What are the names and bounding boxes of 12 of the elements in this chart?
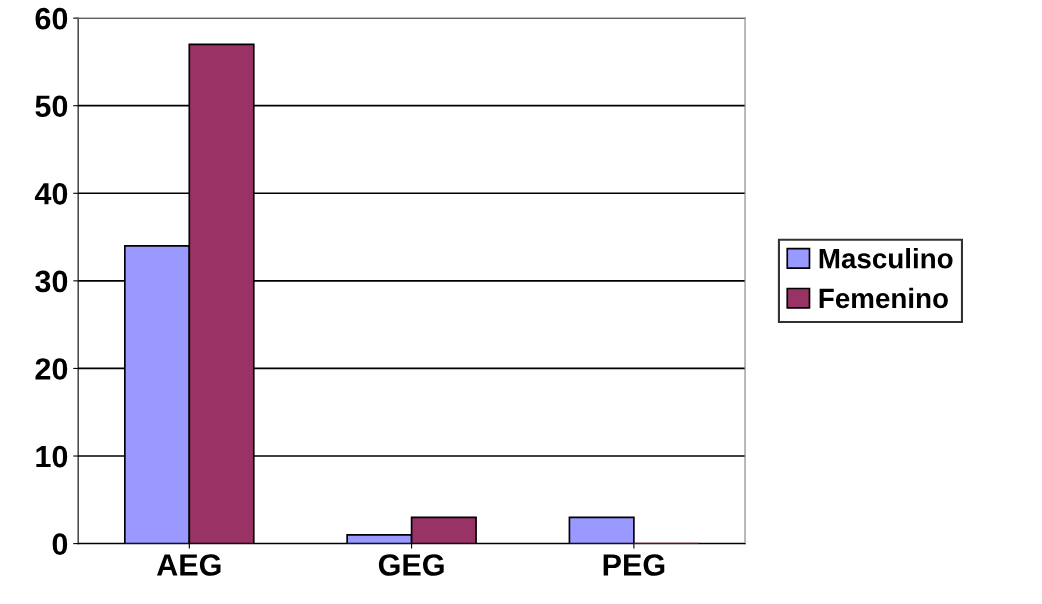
x-tick-label: AEG (156, 554, 221, 576)
x-tick-label: GEG (378, 554, 444, 576)
y-tick-label: 60 (35, 7, 68, 30)
legend-label: Femenino (819, 287, 948, 309)
y-tick-label: 40 (34, 183, 68, 205)
y-tick-label: 0 (52, 533, 68, 555)
y-tick-label: 20 (35, 358, 68, 380)
x-tick-label: PEG (603, 554, 665, 576)
legend-label: Masculino (819, 248, 953, 269)
y-tick-label: 10 (36, 445, 68, 468)
y-tick-label: 50 (35, 95, 68, 118)
y-tick-label: 30 (35, 270, 68, 293)
